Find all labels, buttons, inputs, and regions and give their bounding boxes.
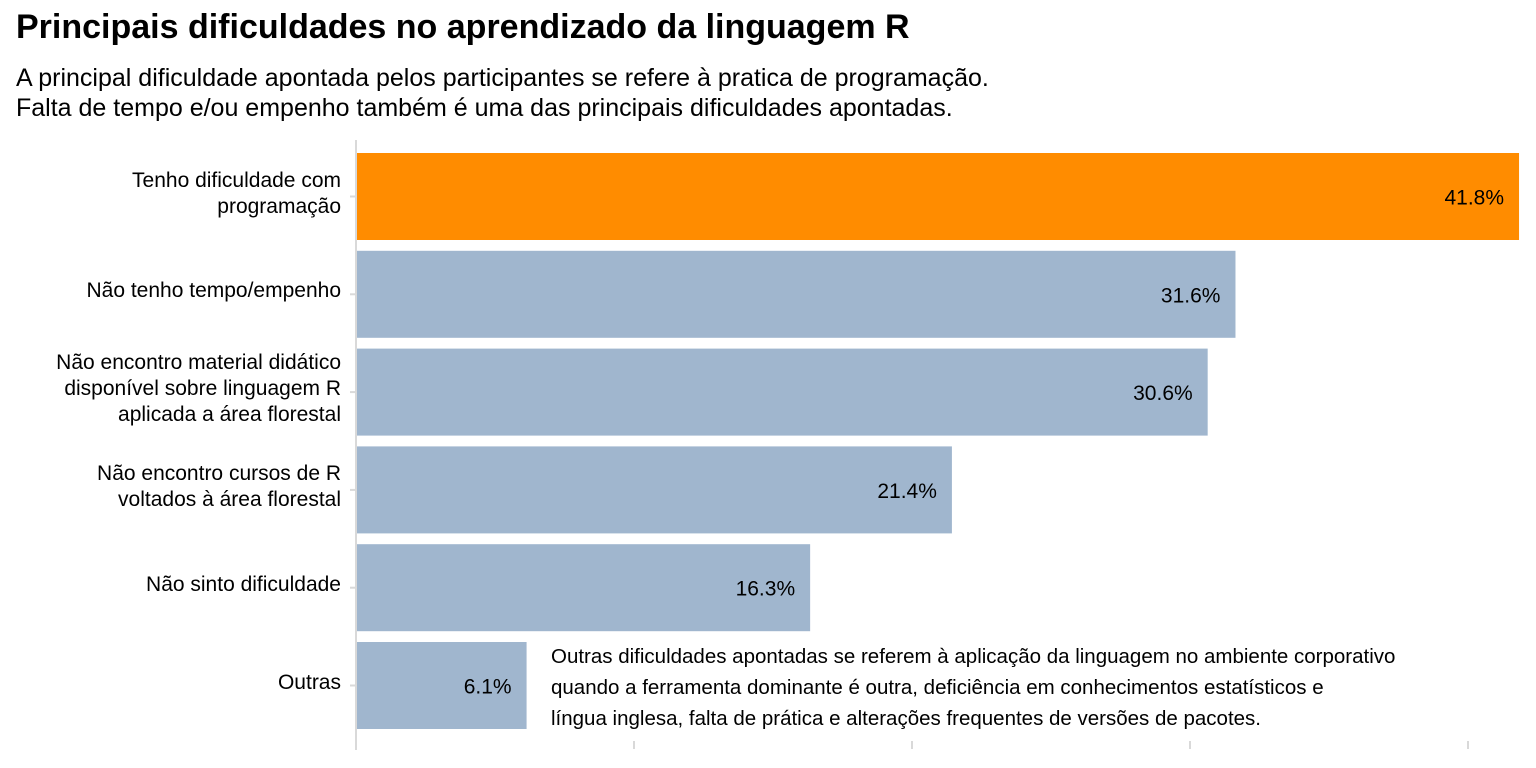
category-label-0: Tenho dificuldade com programação bbox=[132, 168, 341, 218]
bar-value-label-1: 31.6% bbox=[1161, 284, 1221, 307]
bar-1 bbox=[357, 250, 1236, 338]
bar-2 bbox=[357, 348, 1208, 436]
bar-value-label-4: 16.3% bbox=[736, 578, 796, 601]
category-label-3: Não encontro cursos de R voltados à área… bbox=[97, 461, 341, 511]
chart-subtitle-line-2: Falta de tempo e/ou empenho também é uma… bbox=[16, 94, 953, 122]
bar-0 bbox=[357, 153, 1520, 240]
chart-subtitle-line-1: A principal dificuldade apontada pelos p… bbox=[16, 64, 989, 92]
bar-value-label-5: 6.1% bbox=[464, 676, 512, 699]
chart-title: Principais dificuldades no aprendizado d… bbox=[16, 8, 910, 46]
category-label-5: Outras bbox=[277, 670, 341, 694]
bar-4 bbox=[357, 544, 811, 632]
bar-5 bbox=[357, 642, 527, 729]
bar-value-label-2: 30.6% bbox=[1133, 382, 1193, 405]
annotation-note: Outras dificuldades apontadas se referem… bbox=[551, 645, 1396, 730]
category-label-1: Não tenho tempo/empenho bbox=[86, 279, 341, 303]
bar-value-label-0: 41.8% bbox=[1444, 187, 1504, 210]
category-label-2: Não encontro material didático disponíve… bbox=[56, 351, 341, 427]
bar-value-label-3: 21.4% bbox=[877, 480, 937, 503]
category-label-4: Não sinto dificuldade bbox=[146, 572, 341, 596]
bar-3 bbox=[357, 446, 952, 534]
